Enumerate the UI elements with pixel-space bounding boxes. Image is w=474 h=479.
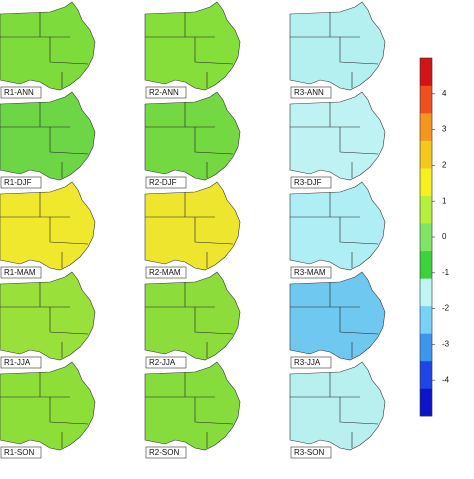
colorbar-tick-label: -1 xyxy=(442,268,450,277)
label-box xyxy=(290,446,332,459)
land-fill xyxy=(144,271,241,361)
label-box xyxy=(145,266,187,279)
land-fill xyxy=(0,361,96,451)
map-panel: R1-DJF xyxy=(0,91,96,189)
label-box xyxy=(145,86,187,99)
panel-label: R2-JJA xyxy=(149,358,176,367)
label-box xyxy=(290,176,332,189)
colorbar-tick-label: -4 xyxy=(442,375,450,384)
map-panel: R1-JJA xyxy=(0,271,96,369)
land-fill xyxy=(0,271,96,361)
map-panel: R2-SON xyxy=(144,361,241,459)
panel-label: R3-DJF xyxy=(294,178,322,187)
colorbar-tick-label: -3 xyxy=(442,340,450,349)
label-box xyxy=(145,176,187,189)
label-box xyxy=(0,86,42,99)
panel-label: R3-JJA xyxy=(294,358,321,367)
land-fill xyxy=(289,271,386,361)
map-panel: R2-ANN xyxy=(144,1,241,99)
map-panel: R3-DJF xyxy=(289,91,386,189)
land-fill xyxy=(289,1,386,91)
panel-label: R2-SON xyxy=(149,448,179,457)
colorbar-segment xyxy=(420,168,432,196)
panel-label: R3-ANN xyxy=(294,88,324,97)
colorbar-segment xyxy=(420,388,432,417)
map-panel: R1-ANN xyxy=(0,1,96,99)
colorbar-tick-label: -2 xyxy=(442,304,450,313)
panel-label: R3-SON xyxy=(294,448,324,457)
map-panel: R3-JJA xyxy=(289,271,386,369)
map-panel: R2-MAM xyxy=(144,181,241,279)
panel-label: R1-MAM xyxy=(4,268,36,277)
land-fill xyxy=(144,91,241,181)
map-panel: R2-DJF xyxy=(144,91,241,189)
colorbar-segment xyxy=(420,223,432,252)
colorbar-tick-label: 1 xyxy=(442,196,447,205)
colorbar-segment xyxy=(420,278,432,307)
panels: R1-ANN R2-ANN R3-ANN R1-DJF R2-DJF R3-DJF R1-M… xyxy=(0,1,386,459)
land-fill xyxy=(0,1,96,91)
map-panel: R3-MAM xyxy=(289,181,386,279)
colorbar-segment xyxy=(420,58,432,86)
panel-label: R3-MAM xyxy=(294,268,326,277)
label-box xyxy=(0,446,42,459)
land-fill xyxy=(289,181,386,271)
map-panel: R1-SON xyxy=(0,361,96,459)
colorbar-segment xyxy=(420,195,432,224)
colorbar-segment xyxy=(420,305,432,334)
map-panel: R2-JJA xyxy=(144,271,241,369)
panel-label: R1-SON xyxy=(4,448,34,457)
colorbar-segment xyxy=(420,360,432,389)
land-fill xyxy=(0,181,96,271)
label-box xyxy=(0,176,42,189)
colorbar-segment xyxy=(420,333,432,362)
label-box xyxy=(290,86,332,99)
colorbar-segment xyxy=(420,85,432,114)
colorbar-tick-label: 2 xyxy=(442,161,447,170)
panel-label: R1-ANN xyxy=(4,88,34,97)
land-fill xyxy=(0,91,96,181)
map-panel: R1-MAM xyxy=(0,181,96,279)
land-fill xyxy=(289,91,386,181)
label-box xyxy=(0,356,42,369)
panel-label: R2-ANN xyxy=(149,88,179,97)
land-fill xyxy=(289,361,386,451)
panel-label: R2-DJF xyxy=(149,178,177,187)
colorbar-tick-label: 3 xyxy=(442,125,447,134)
panel-label: R2-MAM xyxy=(149,268,181,277)
colorbar-tick-label: 4 xyxy=(442,89,447,98)
colorbar-tick-label: 0 xyxy=(442,232,447,241)
land-fill xyxy=(144,181,241,271)
colorbar-segment xyxy=(420,113,432,141)
label-box xyxy=(0,266,42,279)
land-fill xyxy=(144,1,241,91)
land-fill xyxy=(144,361,241,451)
label-box xyxy=(145,356,187,369)
panel-label: R1-DJF xyxy=(4,178,32,187)
colorbar-segment xyxy=(420,140,432,169)
colorbar: 4 3 2 1 0 -1 -2 -3 -4 xyxy=(419,57,450,417)
map-panel: R3-ANN xyxy=(289,1,386,99)
label-box xyxy=(290,356,332,369)
map-panel: R3-SON xyxy=(289,361,386,459)
panel-label: R1-JJA xyxy=(4,358,31,367)
label-box xyxy=(290,266,332,279)
label-box xyxy=(145,446,187,459)
colorbar-segment xyxy=(420,250,432,279)
